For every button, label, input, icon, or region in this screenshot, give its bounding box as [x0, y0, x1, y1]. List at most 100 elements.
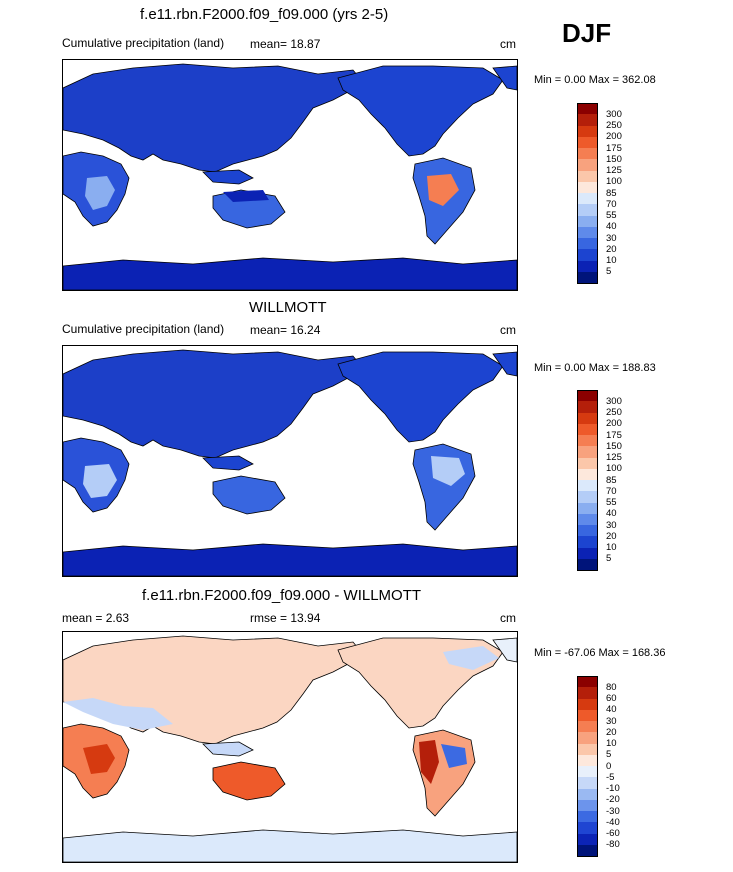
- colorbar-tick-label: 10: [606, 542, 617, 553]
- colorbar-tick-label: 20: [606, 243, 617, 255]
- colorbar-tick-label: 250: [606, 407, 622, 418]
- panel2-seasia: [202, 455, 254, 471]
- colorbar-swatch: [577, 822, 598, 834]
- panel3-north-america-cool: [443, 646, 499, 670]
- colorbar-tick-label: 40: [606, 221, 617, 233]
- colorbar-tick-label: 70: [606, 485, 617, 497]
- panel2-south-america-wet: [431, 456, 465, 486]
- colorbar-swatch: [577, 513, 598, 526]
- colorbar-swatch: [577, 170, 598, 183]
- colorbar-tick-label: 5: [606, 553, 612, 565]
- colorbar-tick-label: 300: [606, 108, 622, 120]
- panel3-units-label: cm: [500, 611, 516, 625]
- panel3-south-america-cool: [441, 744, 467, 768]
- panel3-mean-label: mean = 2.63: [62, 611, 130, 625]
- colorbar-swatch: [577, 721, 598, 733]
- panel2-eurasia: [63, 349, 364, 459]
- colorbar-swatch: [577, 193, 598, 205]
- panel1-north-america: [337, 65, 504, 157]
- colorbar-tick-label: -30: [606, 805, 620, 817]
- colorbar-swatch: [577, 226, 598, 239]
- colorbar-swatch: [577, 114, 598, 126]
- panel3-greenland: [492, 637, 517, 663]
- colorbar-swatch: [577, 103, 598, 115]
- panel1-south-america-hot: [427, 174, 459, 206]
- colorbar-tick-label: 55: [606, 497, 617, 508]
- colorbar-swatch: [577, 547, 598, 560]
- panel1-eurasia: [63, 63, 364, 173]
- colorbar-tick-label: -80: [606, 839, 620, 851]
- colorbar-tick-label: 150: [606, 153, 622, 165]
- colorbar-tick-label: 40: [606, 508, 617, 520]
- colorbar-swatch: [577, 148, 598, 160]
- colorbar-tick-label: 10: [606, 255, 617, 266]
- colorbar-swatch: [577, 754, 598, 767]
- panel1-map-svg: [63, 63, 517, 290]
- season-label: DJF: [562, 18, 612, 48]
- panel1-seasia: [202, 169, 254, 185]
- colorbar-swatch: [577, 446, 598, 458]
- panel3-south-america-hot: [419, 740, 439, 784]
- panel1-greenland: [492, 65, 517, 91]
- colorbar-tick-label: 85: [606, 474, 617, 486]
- colorbar-tick-label: 0: [606, 760, 612, 772]
- colorbar-swatch: [577, 536, 598, 548]
- colorbar-tick-label: 55: [606, 210, 617, 221]
- colorbar-tick-label: 125: [606, 452, 622, 463]
- colorbar-tick-label: 30: [606, 232, 617, 244]
- panel2-north-america: [337, 351, 504, 443]
- panel2-minmax: Min = 0.00 Max = 188.83: [534, 362, 656, 374]
- colorbar-swatch: [577, 401, 598, 413]
- colorbar-tick-label: 85: [606, 187, 617, 199]
- panel3-title: f.e11.rbn.F2000.f09_f09.000 - WILLMOTT: [142, 587, 422, 604]
- colorbar-swatch: [577, 558, 598, 571]
- colorbar-tick-label: 150: [606, 440, 622, 452]
- colorbar-swatch: [577, 480, 598, 492]
- panel2-map-svg: [63, 349, 517, 576]
- panel3-eurasia: [63, 635, 364, 745]
- panel1-australia-north: [223, 190, 269, 202]
- colorbar-tick-label: 30: [606, 519, 617, 531]
- colorbar-swatch: [577, 502, 598, 515]
- colorbar-swatch: [577, 743, 598, 756]
- panel2-south-america: [412, 443, 476, 531]
- colorbar-swatch: [577, 271, 598, 284]
- colorbar-tick-label: 10: [606, 738, 617, 749]
- colorbar-tick-label: 5: [606, 266, 612, 278]
- colorbar-swatch: [577, 136, 598, 149]
- panel3-rmse-label: rmse = 13.94: [250, 611, 321, 625]
- panel1-map: [62, 59, 518, 291]
- colorbar-swatch: [577, 732, 598, 744]
- colorbar-tick-label: 100: [606, 176, 622, 188]
- colorbar-swatch: [577, 525, 598, 537]
- colorbar-swatch: [577, 811, 598, 823]
- panel1-units-label: cm: [500, 37, 516, 51]
- colorbar-swatch: [577, 423, 598, 436]
- panel3-antarctica: [63, 829, 517, 862]
- colorbar-swatch: [577, 238, 598, 250]
- colorbar-swatch: [577, 491, 598, 503]
- colorbar-swatch: [577, 390, 598, 402]
- colorbar-swatch: [577, 215, 598, 228]
- panel1-title: f.e11.rbn.F2000.f09_f09.000 (yrs 2-5): [140, 6, 389, 23]
- panel2-units-label: cm: [500, 323, 516, 337]
- panel2-mean-label: mean= 16.24: [250, 323, 321, 337]
- panel2-africa-south: [83, 464, 117, 498]
- panel3-map-svg: [63, 635, 517, 862]
- colorbar-tick-label: -60: [606, 828, 620, 839]
- colorbar-tick-label: 60: [606, 693, 617, 704]
- colorbar-tick-label: 20: [606, 530, 617, 542]
- panel1-mean-label: mean= 18.87: [250, 37, 321, 51]
- colorbar-tick-label: -5: [606, 771, 615, 783]
- panel3-seasia: [202, 741, 254, 757]
- colorbar-swatch: [577, 260, 598, 273]
- colorbar-swatch: [577, 844, 598, 857]
- colorbar-swatch: [577, 698, 598, 711]
- panel2-antarctica: [63, 543, 517, 576]
- panel1-africa-south: [85, 176, 115, 210]
- colorbar-tick-label: 200: [606, 131, 622, 143]
- colorbar-tick-label: 5: [606, 749, 612, 761]
- panel1-minmax: Min = 0.00 Max = 362.08: [534, 74, 656, 86]
- colorbar-tick-label: 125: [606, 165, 622, 176]
- colorbar-tick-label: 70: [606, 198, 617, 210]
